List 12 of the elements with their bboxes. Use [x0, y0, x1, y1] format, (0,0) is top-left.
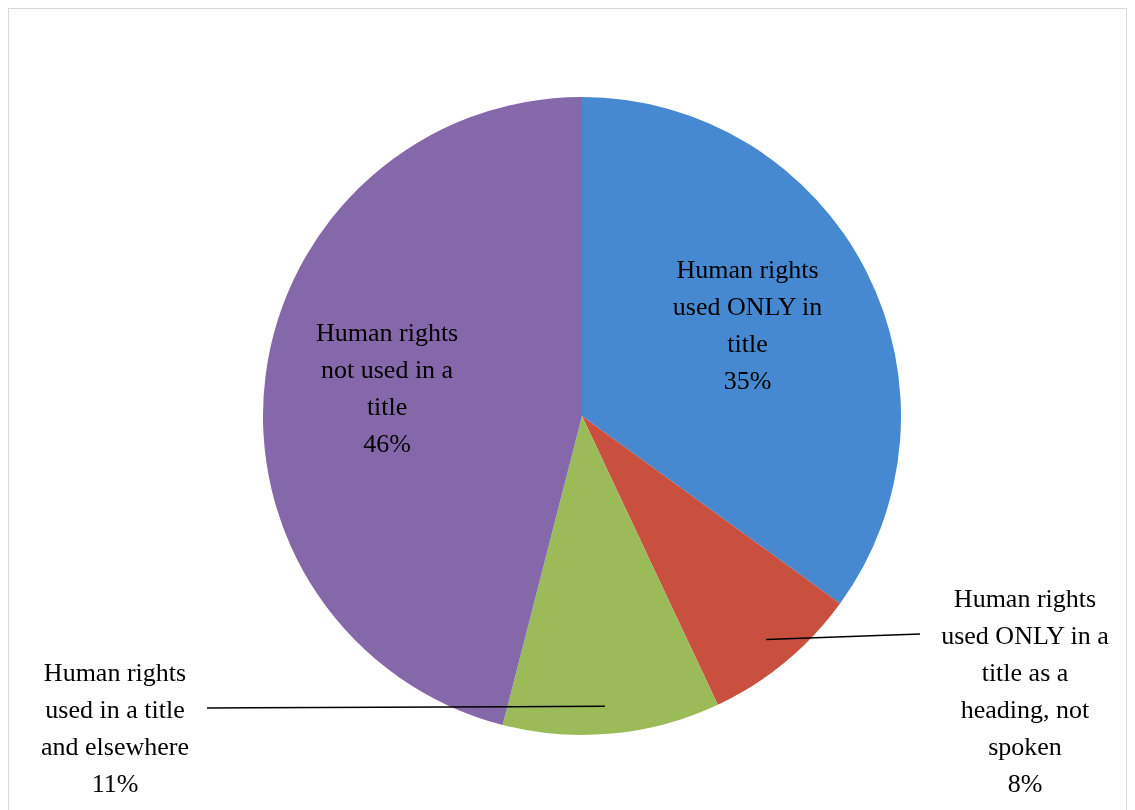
slice-label: Human rights used ONLY in a title as a heading, not spoken [941, 584, 1110, 761]
slice-label: Human rights used ONLY in title [672, 254, 823, 358]
pie-slice [582, 97, 901, 604]
data-label: 11% [91, 769, 139, 798]
slice-label: Human rights not used in a title [315, 317, 459, 421]
pie-slice [502, 416, 718, 735]
data-label: 46% [363, 428, 411, 458]
slice-label: Human rights used in a title and elsewhere [41, 658, 189, 761]
pie-slice [263, 97, 582, 725]
pie-slice [582, 416, 841, 705]
data-label: 8% [1007, 769, 1043, 798]
data-label: 35% [723, 365, 772, 395]
